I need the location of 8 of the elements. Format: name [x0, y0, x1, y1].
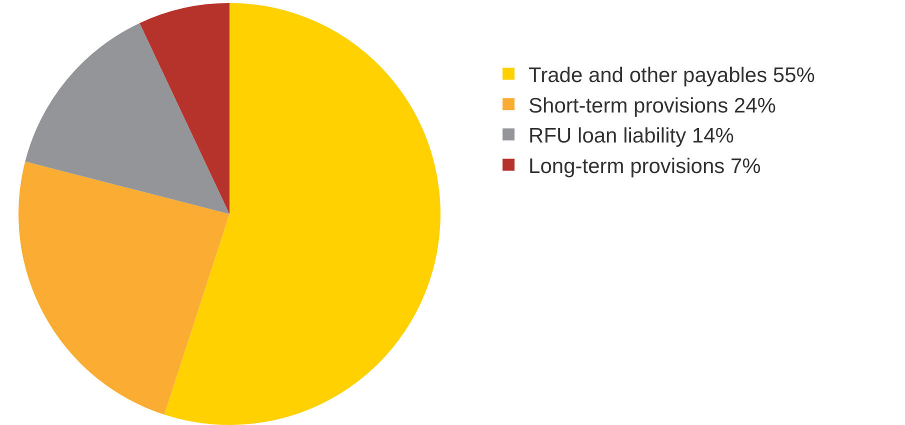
pie-slice — [25, 23, 230, 214]
pie-slice — [18, 162, 230, 415]
legend-label: RFU loan liability 14% — [528, 124, 734, 148]
pie-slice — [140, 3, 230, 214]
legend-label: Short-term provisions 24% — [528, 94, 776, 118]
pie-slice — [164, 3, 440, 425]
legend-label: Long-term provisions 7% — [528, 154, 761, 178]
legend-label: Trade and other payables 55% — [528, 64, 815, 87]
